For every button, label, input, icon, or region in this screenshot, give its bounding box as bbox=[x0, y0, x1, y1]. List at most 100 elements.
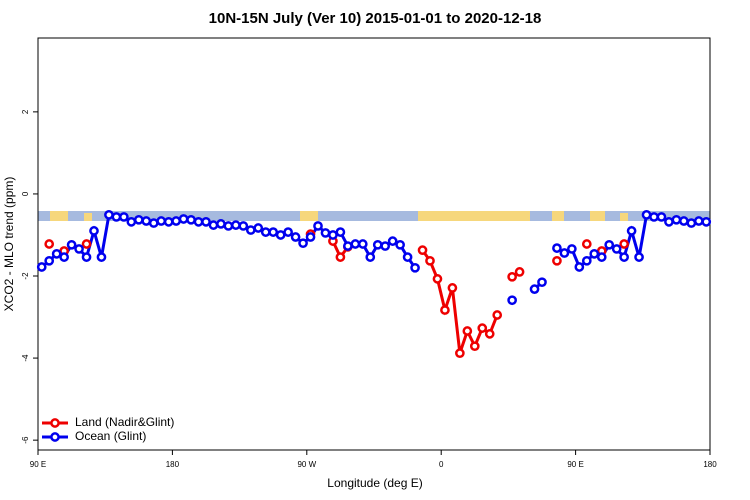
y-tick-label: 0 bbox=[21, 191, 30, 196]
point bbox=[201, 216, 211, 227]
point bbox=[664, 216, 674, 227]
point bbox=[193, 216, 204, 227]
x-tick-label: 90 W bbox=[297, 460, 316, 469]
point bbox=[387, 236, 398, 246]
y-tick-label: 2 bbox=[21, 109, 30, 114]
point bbox=[216, 219, 226, 229]
x-axis-label: Longitude (deg E) bbox=[327, 476, 422, 490]
point bbox=[104, 210, 114, 220]
point bbox=[96, 252, 107, 262]
point bbox=[469, 341, 480, 352]
point bbox=[141, 216, 152, 226]
point bbox=[477, 323, 488, 333]
land-patch bbox=[300, 211, 318, 221]
point bbox=[589, 248, 600, 259]
point bbox=[686, 218, 697, 228]
x-tick-label: 180 bbox=[703, 460, 717, 469]
point bbox=[133, 214, 144, 225]
point bbox=[552, 255, 562, 266]
point bbox=[126, 216, 137, 227]
point bbox=[537, 277, 547, 288]
point bbox=[335, 227, 346, 237]
ocean-strip bbox=[38, 211, 710, 221]
point bbox=[59, 252, 69, 262]
point bbox=[693, 216, 704, 226]
point bbox=[552, 243, 562, 253]
point bbox=[410, 262, 420, 273]
point bbox=[357, 239, 368, 249]
point bbox=[335, 252, 346, 262]
point bbox=[447, 283, 458, 293]
point bbox=[417, 245, 428, 256]
point bbox=[619, 239, 629, 249]
point bbox=[44, 239, 55, 249]
point bbox=[581, 255, 592, 266]
point bbox=[611, 244, 622, 254]
point bbox=[440, 305, 450, 315]
point bbox=[649, 212, 659, 222]
point bbox=[253, 223, 264, 233]
legend-marker bbox=[50, 418, 60, 428]
plot-frame bbox=[37, 37, 711, 451]
x-tick-label: 180 bbox=[166, 460, 180, 469]
point bbox=[514, 267, 525, 277]
point bbox=[186, 214, 196, 225]
point bbox=[492, 310, 503, 320]
point bbox=[81, 252, 92, 262]
y-axis-label: XCO2 - MLO trend (ppm) bbox=[2, 177, 16, 312]
point bbox=[313, 221, 323, 231]
series-line bbox=[40, 212, 707, 291]
y-tick-label: -4 bbox=[21, 354, 30, 362]
point bbox=[484, 329, 495, 339]
point bbox=[89, 226, 99, 236]
chart-title: 10N-15N July (Ver 10) 2015-01-01 to 2020… bbox=[209, 10, 542, 27]
x-tick-label: 0 bbox=[439, 460, 444, 469]
point bbox=[656, 212, 667, 222]
point bbox=[559, 248, 570, 258]
point bbox=[701, 216, 712, 227]
point bbox=[529, 284, 540, 294]
point bbox=[268, 227, 279, 237]
land-patch bbox=[418, 211, 530, 221]
point bbox=[245, 225, 256, 235]
land-patch bbox=[552, 211, 564, 221]
legend-marker bbox=[50, 432, 60, 442]
point bbox=[119, 212, 129, 222]
point bbox=[208, 220, 219, 230]
point bbox=[275, 230, 286, 240]
legend-label: Land (Nadir&Glint) bbox=[75, 415, 174, 429]
land-patch bbox=[50, 211, 68, 221]
point bbox=[36, 262, 47, 272]
point bbox=[372, 239, 383, 250]
legend-label: Ocean (Glint) bbox=[75, 429, 146, 443]
point bbox=[365, 252, 376, 262]
point bbox=[231, 220, 241, 230]
point bbox=[604, 239, 615, 250]
point bbox=[380, 241, 391, 251]
point bbox=[223, 221, 234, 231]
point bbox=[395, 239, 405, 250]
point bbox=[298, 238, 308, 249]
point bbox=[320, 228, 331, 238]
point bbox=[581, 239, 592, 249]
x-tick-label: 90 E bbox=[30, 460, 46, 469]
point bbox=[425, 255, 435, 266]
point bbox=[111, 212, 122, 222]
point bbox=[260, 227, 271, 237]
land-patch bbox=[620, 213, 628, 221]
point bbox=[462, 326, 473, 336]
point bbox=[81, 239, 92, 249]
point bbox=[74, 244, 84, 254]
point bbox=[507, 271, 517, 282]
point bbox=[343, 241, 353, 251]
point bbox=[455, 348, 465, 359]
point bbox=[238, 221, 249, 231]
point bbox=[507, 295, 517, 306]
point bbox=[44, 255, 55, 266]
series-line bbox=[333, 241, 624, 353]
point bbox=[171, 216, 181, 226]
land-patch bbox=[84, 213, 92, 221]
point bbox=[626, 226, 637, 236]
point bbox=[567, 244, 577, 254]
